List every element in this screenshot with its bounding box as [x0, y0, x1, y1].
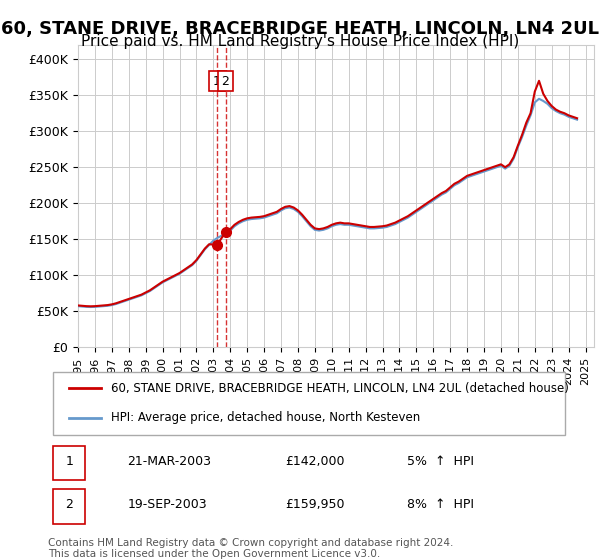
FancyBboxPatch shape — [53, 372, 565, 436]
Text: £159,950: £159,950 — [286, 498, 345, 511]
Text: HPI: Average price, detached house, North Kesteven: HPI: Average price, detached house, Nort… — [112, 412, 421, 424]
Text: 1: 1 — [213, 74, 221, 87]
Text: 8%  ↑  HPI: 8% ↑ HPI — [407, 498, 474, 511]
Text: 60, STANE DRIVE, BRACEBRIDGE HEATH, LINCOLN, LN4 2UL: 60, STANE DRIVE, BRACEBRIDGE HEATH, LINC… — [1, 20, 599, 38]
Text: 60, STANE DRIVE, BRACEBRIDGE HEATH, LINCOLN, LN4 2UL (detached house): 60, STANE DRIVE, BRACEBRIDGE HEATH, LINC… — [112, 382, 569, 395]
Text: £142,000: £142,000 — [286, 455, 345, 468]
Text: 19-SEP-2003: 19-SEP-2003 — [127, 498, 207, 511]
Text: Contains HM Land Registry data © Crown copyright and database right 2024.
This d: Contains HM Land Registry data © Crown c… — [48, 538, 454, 559]
FancyBboxPatch shape — [53, 446, 85, 480]
Text: 1: 1 — [65, 455, 73, 468]
Text: 21-MAR-2003: 21-MAR-2003 — [127, 455, 211, 468]
Text: Price paid vs. HM Land Registry's House Price Index (HPI): Price paid vs. HM Land Registry's House … — [81, 34, 519, 49]
Text: 5%  ↑  HPI: 5% ↑ HPI — [407, 455, 474, 468]
Text: 2: 2 — [221, 74, 229, 87]
Text: 2: 2 — [65, 498, 73, 511]
FancyBboxPatch shape — [53, 489, 85, 524]
